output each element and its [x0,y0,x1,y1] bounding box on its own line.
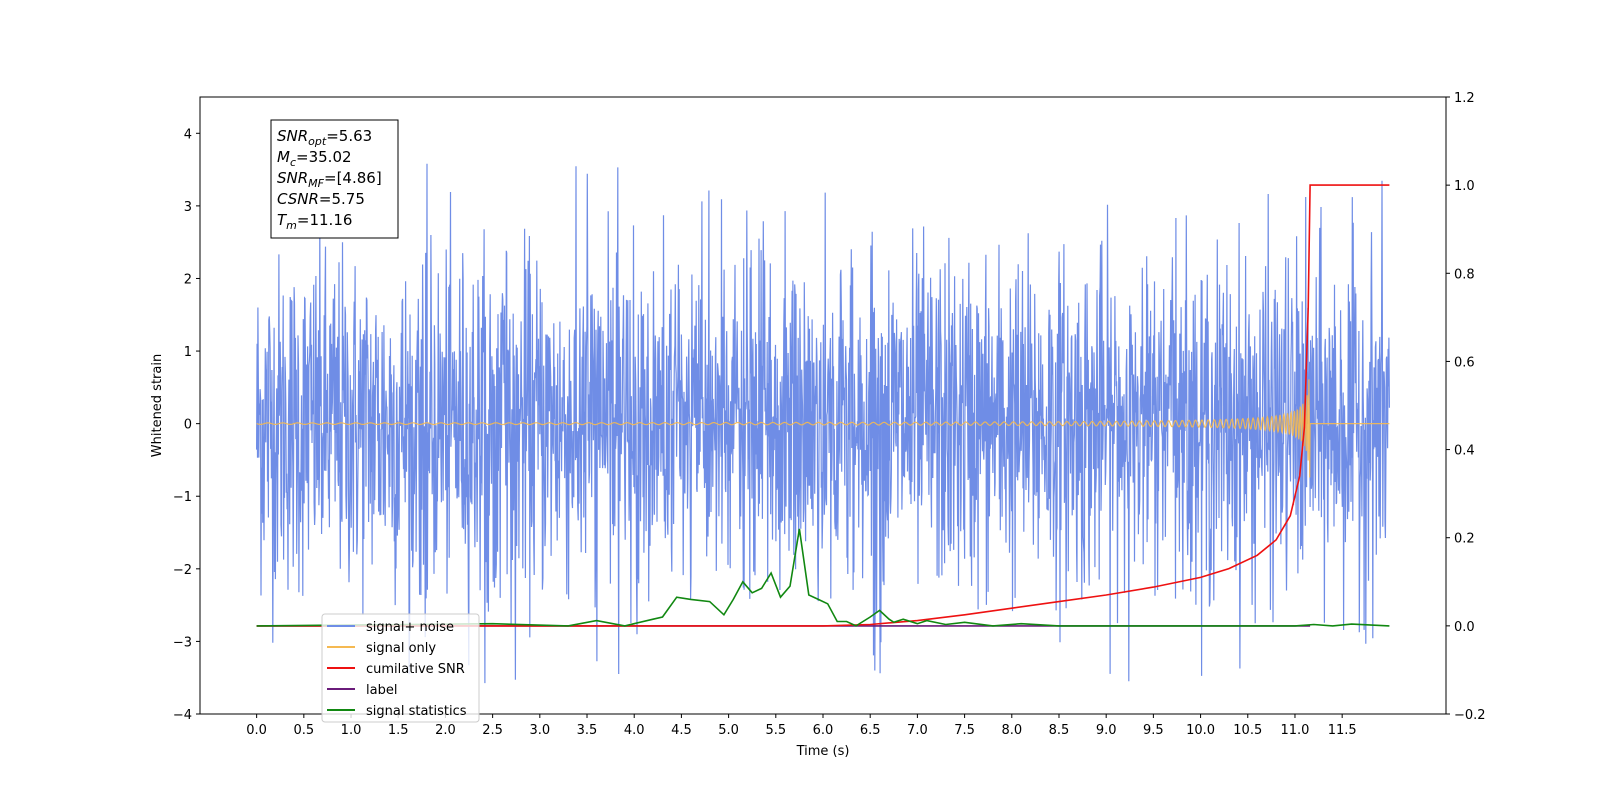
x-tick-label: 2.5 [482,723,503,738]
y-left-tick-label: −4 [173,708,192,723]
info-line: Mc=35.02 [277,148,352,169]
x-tick-label: 3.5 [577,723,598,738]
x-tick-label: 1.0 [341,723,362,738]
x-tick-label: 8.0 [1001,723,1022,738]
legend-label: signal statistics [366,704,467,719]
y-right-tick-label: 0.6 [1454,355,1475,370]
x-tick-label: 9.5 [1143,723,1164,738]
x-tick-label: 8.5 [1049,723,1070,738]
info-line: CSNR=5.75 [277,190,365,208]
plot-series [256,163,1390,684]
y-right-tick-label: 0.8 [1454,267,1475,282]
y-left-tick-label: −2 [173,563,192,578]
info-line: Tm=11.16 [277,211,352,232]
x-tick-label: 4.0 [624,723,645,738]
y-left-tick-label: 0 [184,418,192,433]
series-signal-only [256,379,1390,478]
info-box: SNRopt=5.63Mc=35.02SNRMF=[4.86]CSNR=5.75… [270,119,399,239]
x-tick-label: 9.0 [1096,723,1117,738]
x-tick-label: 6.5 [860,723,881,738]
y-right-tick-label: 0.0 [1454,620,1475,635]
y-left-tick-label: −3 [173,635,192,650]
info-line: SNRopt=5.63 [277,127,372,148]
x-tick-label: 0.5 [293,723,314,738]
x-tick-label: 11.5 [1328,723,1357,738]
x-tick-label: 3.0 [529,723,550,738]
y-axis-left: −4 −3 −2 −1 0 1 2 3 4 [173,127,200,723]
x-tick-label: 5.5 [765,723,786,738]
y-left-tick-label: 1 [184,345,192,360]
x-tick-label: 10.5 [1233,723,1262,738]
x-tick-label: 11.0 [1280,723,1309,738]
x-tick-label: 6.0 [813,723,834,738]
series-signal-noise [256,163,1390,684]
series-cumulative-snr [256,184,1390,627]
x-axis: 0.0 0.5 1.0 1.5 2.0 2.5 3.0 3.5 4.0 4.5 5.0 5.5 6.0 6… [246,714,1357,738]
x-tick-label: 2.0 [435,723,456,738]
y-right-tick-label: 0.4 [1454,444,1475,459]
y-axis-right: −0.2 0.0 0.2 0.4 0.6 0.8 1.0 1.2 [1446,91,1486,723]
y-right-tick-label: −0.2 [1454,708,1486,723]
y-right-tick-label: 1.0 [1454,179,1475,194]
info-box-frame [270,119,399,239]
legend-label: cumilative SNR [366,662,465,677]
legend-label: signal+ noise [366,620,454,635]
y-right-tick-label: 1.2 [1454,91,1475,106]
y-left-tick-label: 4 [184,127,192,142]
x-tick-label: 0.0 [246,723,267,738]
y-left-tick-label: 3 [184,200,192,215]
x-tick-label: 5.0 [718,723,739,738]
legend-frame [321,613,480,723]
y-left-tick-label: −1 [173,490,192,505]
legend: signal+ noise signal only cumilative SNR la… [321,613,480,723]
y-left-tick-label: 2 [184,272,192,287]
y-axis-title: Whitened strain [150,354,165,457]
x-tick-label: 7.0 [907,723,928,738]
x-tick-label: 7.5 [954,723,975,738]
y-right-tick-label: 0.2 [1454,532,1475,547]
x-tick-label: 1.5 [388,723,409,738]
x-tick-label: 10.0 [1186,723,1215,738]
legend-label: label [366,683,397,698]
legend-label: signal only [366,641,436,656]
x-axis-title: Time (s) [796,744,850,759]
info-line: SNRMF=[4.86] [277,169,382,190]
series-signal-statistics [256,528,1390,627]
x-tick-label: 4.5 [671,723,692,738]
